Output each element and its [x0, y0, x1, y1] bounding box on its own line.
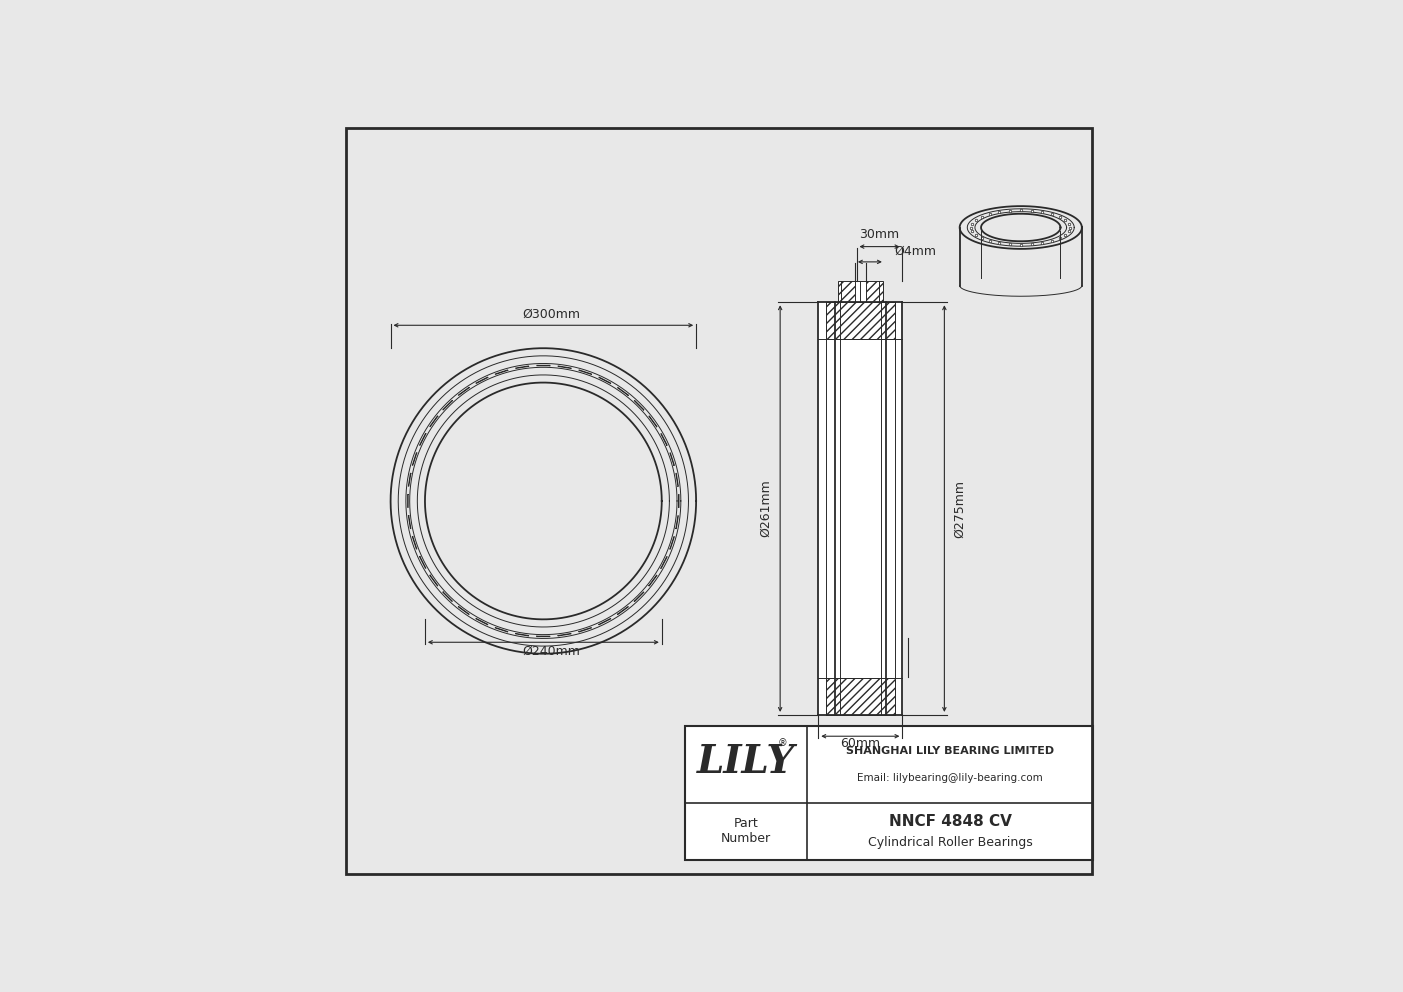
Text: Cylindrical Roller Bearings: Cylindrical Roller Bearings: [868, 836, 1033, 849]
Text: 60mm: 60mm: [840, 737, 881, 750]
Text: Ø4mm: Ø4mm: [895, 245, 937, 258]
Text: Ø275mm: Ø275mm: [954, 479, 967, 538]
Text: Ø240mm: Ø240mm: [522, 645, 579, 658]
Bar: [818, 303, 902, 715]
Text: NNCF 4848 CV: NNCF 4848 CV: [890, 813, 1012, 828]
Bar: [685, 726, 1093, 860]
Bar: [826, 303, 895, 339]
Bar: [838, 281, 882, 303]
Bar: [854, 281, 866, 303]
Text: Email: lilybearing@lily-bearing.com: Email: lilybearing@lily-bearing.com: [857, 773, 1044, 784]
Text: Part
Number: Part Number: [721, 817, 772, 845]
Text: ®: ®: [777, 738, 787, 748]
Bar: [826, 679, 895, 715]
Text: SHANGHAI LILY BEARING LIMITED: SHANGHAI LILY BEARING LIMITED: [846, 746, 1054, 756]
Text: LILY: LILY: [697, 743, 796, 781]
Text: Ø261mm: Ø261mm: [759, 480, 773, 538]
Text: 30mm: 30mm: [860, 228, 899, 241]
Text: Ø300mm: Ø300mm: [522, 308, 579, 320]
